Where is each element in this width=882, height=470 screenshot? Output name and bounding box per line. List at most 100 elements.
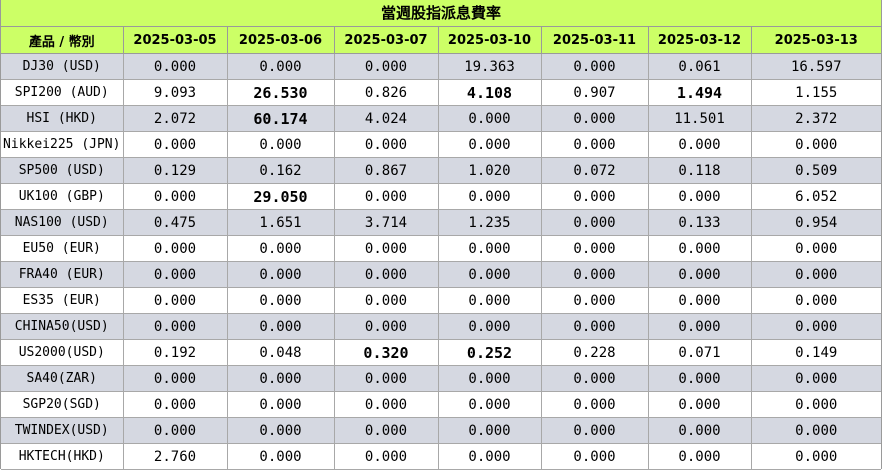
rate-cell: 0.000	[647, 183, 752, 210]
rate-cell: 0.000	[750, 443, 881, 470]
rate-cell: 60.174	[226, 105, 335, 132]
table-row: SA40(ZAR) 0.000 0.000 0.000 0.000 0.000 0.000 0…	[1, 365, 881, 392]
product-cell: EU50 (EUR)	[1, 235, 124, 262]
rate-cell: 16.597	[750, 53, 881, 80]
table-row: SPI200 (AUD) 9.093 26.530 0.826 4.108 0.907 1.…	[1, 79, 881, 106]
table-header: 產品 / 幣別 2025-03-05 2025-03-06 2025-03-07…	[1, 27, 881, 54]
rate-cell: 0.000	[333, 313, 439, 340]
rate-cell: 0.192	[122, 339, 228, 366]
rate-cell: 4.108	[437, 79, 542, 106]
rate-cell: 0.000	[750, 131, 881, 158]
rate-cell: 0.000	[750, 417, 881, 444]
rate-cell: 0.826	[333, 79, 439, 106]
rate-cell: 0.072	[540, 157, 649, 184]
product-cell: ES35 (EUR)	[1, 287, 124, 314]
table-row: SP500 (USD) 0.129 0.162 0.867 1.020 0.072 0.11…	[1, 157, 881, 184]
rate-cell: 0.000	[540, 261, 649, 288]
rate-cell: 0.000	[647, 443, 752, 470]
table-row: NAS100 (USD) 0.475 1.651 3.714 1.235 0.000 0.1…	[1, 209, 881, 236]
header-row: 產品 / 幣別 2025-03-05 2025-03-06 2025-03-07…	[1, 27, 881, 54]
table-row: EU50 (EUR) 0.000 0.000 0.000 0.000 0.000 0.000…	[1, 235, 881, 262]
rate-cell: 0.071	[647, 339, 752, 366]
header-date: 2025-03-07	[333, 27, 439, 54]
rate-cell: 1.020	[437, 157, 542, 184]
rate-cell: 0.000	[540, 235, 649, 262]
header-date: 2025-03-13	[750, 27, 881, 54]
rate-cell: 0.000	[122, 417, 228, 444]
table-row: ES35 (EUR) 0.000 0.000 0.000 0.000 0.000 0.000…	[1, 287, 881, 314]
rate-cell: 0.000	[333, 417, 439, 444]
sheet-title: 當週股指派息費率	[1, 0, 881, 27]
rate-cell: 0.000	[333, 287, 439, 314]
table-row: TWINDEX(USD) 0.000 0.000 0.000 0.000 0.000 0.0…	[1, 417, 881, 444]
rate-cell: 0.149	[750, 339, 881, 366]
rate-cell: 0.162	[226, 157, 335, 184]
product-cell: US2000(USD)	[1, 339, 124, 366]
rate-cell: 0.000	[750, 391, 881, 418]
rate-cell: 0.000	[540, 131, 649, 158]
rate-cell: 0.061	[647, 53, 752, 80]
rate-cell: 0.000	[437, 261, 542, 288]
rate-cell: 0.907	[540, 79, 649, 106]
header-date: 2025-03-06	[226, 27, 335, 54]
product-cell: SA40(ZAR)	[1, 365, 124, 392]
rate-cell: 0.000	[122, 183, 228, 210]
rate-cell: 0.000	[647, 313, 752, 340]
header-product: 產品 / 幣別	[1, 27, 124, 54]
rate-cell: 0.000	[437, 313, 542, 340]
rate-cell: 0.000	[540, 105, 649, 132]
rate-cell: 0.000	[226, 287, 335, 314]
product-cell: TWINDEX(USD)	[1, 417, 124, 444]
rate-cell: 0.000	[226, 53, 335, 80]
rate-cell: 1.651	[226, 209, 335, 236]
rate-cell: 0.228	[540, 339, 649, 366]
rate-cell: 0.000	[333, 183, 439, 210]
rate-cell: 0.000	[437, 131, 542, 158]
rate-cell: 0.133	[647, 209, 752, 236]
rate-cell: 0.000	[540, 313, 649, 340]
rate-cell: 0.000	[750, 287, 881, 314]
rate-cell: 0.000	[333, 365, 439, 392]
rate-cell: 0.000	[333, 53, 439, 80]
rate-cell: 0.252	[437, 339, 542, 366]
rate-cell: 0.000	[647, 417, 752, 444]
table-row: CHINA50(USD) 0.000 0.000 0.000 0.000 0.000 0.0…	[1, 313, 881, 340]
rate-cell: 19.363	[437, 53, 542, 80]
rate-cell: 0.000	[333, 235, 439, 262]
rate-cell: 0.000	[750, 313, 881, 340]
product-cell: Nikkei225 (JPN)	[1, 131, 124, 158]
rate-cell: 0.000	[122, 391, 228, 418]
rate-cell: 0.000	[647, 287, 752, 314]
product-cell: NAS100 (USD)	[1, 209, 124, 236]
rate-cell: 0.000	[437, 443, 542, 470]
rate-cell: 11.501	[647, 105, 752, 132]
rate-cell: 6.052	[750, 183, 881, 210]
rate-cell: 0.000	[437, 105, 542, 132]
rate-cell: 0.000	[540, 287, 649, 314]
rate-cell: 0.000	[122, 53, 228, 80]
rate-cell: 1.494	[647, 79, 752, 106]
rate-cell: 0.000	[122, 131, 228, 158]
header-date: 2025-03-11	[540, 27, 649, 54]
rate-cell: 2.760	[122, 443, 228, 470]
product-cell: UK100 (GBP)	[1, 183, 124, 210]
rate-cell: 1.155	[750, 79, 881, 106]
rate-cell: 0.000	[647, 131, 752, 158]
rate-cell: 0.000	[333, 131, 439, 158]
rate-cell: 0.000	[226, 417, 335, 444]
rate-cell: 0.000	[333, 261, 439, 288]
rate-cell: 0.000	[333, 391, 439, 418]
rate-cell: 0.000	[750, 261, 881, 288]
table-row: US2000(USD) 0.192 0.048 0.320 0.252 0.228 0.07…	[1, 339, 881, 366]
rate-cell: 0.000	[437, 183, 542, 210]
rate-cell: 0.954	[750, 209, 881, 236]
rate-cell: 0.000	[122, 365, 228, 392]
header-date: 2025-03-12	[647, 27, 752, 54]
rate-cell: 0.000	[226, 261, 335, 288]
product-cell: FRA40 (EUR)	[1, 261, 124, 288]
rate-cell: 0.000	[226, 313, 335, 340]
product-cell: SP500 (USD)	[1, 157, 124, 184]
rate-cell: 0.000	[122, 287, 228, 314]
rate-cell: 9.093	[122, 79, 228, 106]
